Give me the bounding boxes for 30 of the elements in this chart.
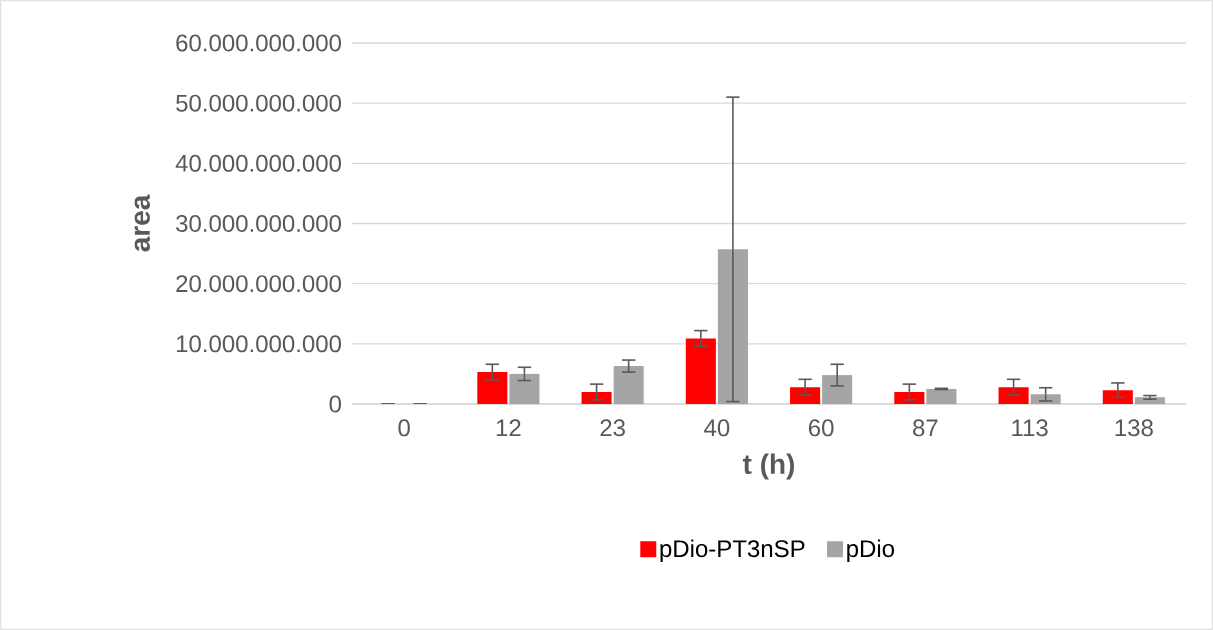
y-tick-label: 60.000.000.000 [176,34,342,52]
y-tick-label: 0 [329,395,342,413]
bar [1102,390,1133,404]
bar [685,338,716,404]
x-tick-label: 113 [1012,419,1048,437]
bar [477,372,508,404]
bar [509,373,540,404]
y-axis-title: area [134,194,150,252]
bar [926,388,957,404]
x-tick-label: 87 [913,419,938,437]
bar [581,391,612,404]
legend-label: pDio [847,539,895,562]
x-tick-label: 0 [398,419,410,437]
x-tick-label: 23 [600,419,625,437]
y-tick-label: 10.000.000.000 [176,335,342,353]
bar [998,387,1029,404]
x-tick-label: 60 [808,419,834,437]
bar [894,391,925,404]
legend-label: pDio-PT3nSP [660,539,805,562]
y-tick-label: 30.000.000.000 [176,214,342,232]
y-tick-label: 50.000.000.000 [176,94,342,112]
x-axis-title: t (h) [742,453,795,480]
y-tick-label: 20.000.000.000 [176,275,342,293]
y-tick-label: 40.000.000.000 [175,154,342,172]
x-tick-label: 138 [1115,419,1153,437]
bar [790,387,821,404]
bar [613,366,644,404]
bar [822,375,853,404]
x-tick-label: 12 [496,419,521,437]
x-tick-label: 40 [704,419,730,437]
